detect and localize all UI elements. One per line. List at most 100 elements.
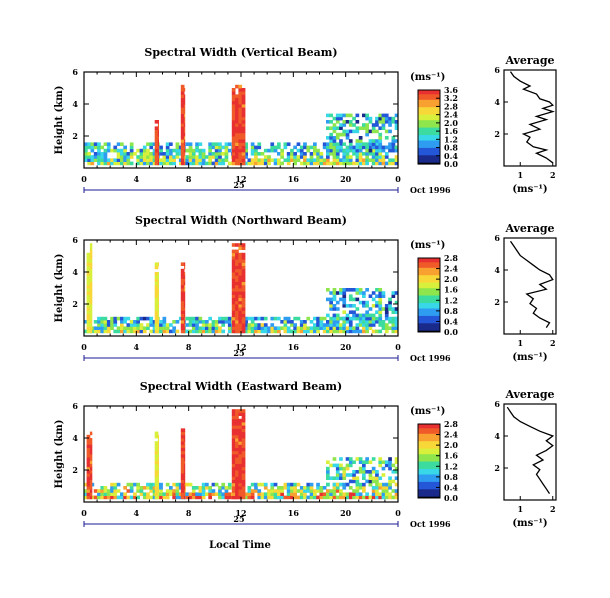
heatmap-cell [214, 320, 219, 324]
heatmap-cell [332, 307, 337, 311]
heatmap-cell [238, 418, 243, 423]
heatmap-cell [89, 275, 93, 279]
heatmap-cell [358, 148, 363, 153]
colorbar-swatch [418, 453, 440, 456]
heatmap-cell [241, 454, 246, 458]
heatmap-cell [136, 148, 140, 153]
heatmap-cell [165, 145, 170, 150]
heatmap-cell [332, 123, 337, 127]
heatmap-cell [184, 428, 186, 432]
heatmap-cell [169, 489, 173, 493]
heatmap-cell [348, 457, 353, 461]
heatmap-cell [89, 495, 93, 500]
heatmap-cell [352, 316, 356, 321]
heatmap-cell [221, 492, 226, 496]
heatmap-cell [235, 454, 239, 458]
heatmap-cell [238, 272, 243, 276]
heatmap-cell [378, 307, 383, 311]
heatmap-cell [231, 297, 236, 302]
heatmap-cell [342, 482, 347, 487]
x-tick-label: 12 [235, 342, 246, 352]
heatmap-cell [342, 123, 347, 127]
heatmap-cell [355, 482, 360, 487]
heatmap-cell [157, 275, 159, 279]
heatmap-cell [378, 116, 383, 121]
heatmap-cell [139, 486, 144, 490]
heatmap-cell [180, 284, 185, 289]
heatmap-cell [90, 155, 95, 159]
colorbar-swatch [418, 145, 440, 148]
heatmap-cell [250, 482, 255, 487]
heatmap-cell [231, 126, 236, 130]
heatmap-cell [129, 152, 134, 156]
heatmap-cell [345, 495, 350, 500]
colorbar-swatch [418, 139, 440, 143]
heatmap-cell [159, 158, 163, 162]
heatmap-cell [235, 300, 239, 305]
heatmap-cell [241, 320, 246, 324]
heatmap-cell [241, 492, 246, 496]
heatmap-cell [238, 278, 243, 282]
heatmap-cell [378, 142, 383, 146]
heatmap-cell [238, 482, 243, 487]
heatmap-cell [84, 489, 88, 493]
heatmap-cell [231, 460, 236, 464]
colorbar-swatch [418, 433, 440, 436]
heatmap-cell [378, 313, 383, 318]
heatmap-cell [238, 259, 243, 263]
heatmap-cell [142, 486, 147, 490]
heatmap-cell [384, 489, 389, 493]
heatmap-cell [326, 113, 330, 118]
heatmap-cell [238, 473, 243, 477]
heatmap-cell [184, 275, 186, 279]
heatmap-cell [362, 489, 366, 493]
heatmap-cell [250, 489, 255, 493]
heatmap-cell [358, 155, 363, 159]
heatmap-cell [362, 463, 366, 468]
heatmap-cell [277, 316, 281, 321]
heatmap-cell [250, 148, 255, 153]
heatmap-cell [283, 486, 288, 490]
heatmap-cell [316, 326, 320, 330]
heatmap-cell [332, 313, 337, 318]
heatmap-cell [154, 320, 159, 324]
heatmap-cell [211, 145, 216, 150]
heatmap-cell [188, 316, 193, 321]
colorbar-swatch [418, 455, 440, 458]
heatmap-cell [139, 148, 144, 153]
heatmap-cell [378, 320, 383, 324]
heatmap-cell [123, 145, 127, 150]
heatmap-cell [388, 300, 392, 305]
heatmap-cell [247, 316, 252, 321]
heatmap-cell [180, 329, 185, 334]
heatmap-cell [86, 256, 91, 260]
heatmap-cell [86, 450, 91, 455]
heatmap-cell [89, 323, 93, 327]
heatmap-cell [391, 142, 396, 146]
heatmap-cell [381, 323, 386, 327]
heatmap-cell [214, 323, 219, 327]
heatmap-cell [319, 495, 324, 500]
heatmap-cell [180, 281, 185, 286]
heatmap-cell [93, 152, 98, 156]
heatmap-cell [159, 495, 163, 500]
heatmap-cell [329, 132, 333, 137]
heatmap-cell [224, 155, 229, 159]
heatmap-cell [214, 158, 219, 162]
heatmap-cell [136, 482, 140, 487]
heatmap-cell [388, 479, 392, 484]
heatmap-cell [388, 148, 392, 153]
heatmap-cell [238, 460, 243, 464]
heatmap-cell [241, 291, 246, 295]
heatmap-cell [84, 155, 88, 159]
average-y-tick-label: 4 [494, 97, 500, 107]
heatmap-cell [180, 94, 185, 98]
heatmap-cell [149, 329, 154, 334]
heatmap-cell [238, 132, 243, 137]
heatmap-cell [384, 492, 389, 496]
heatmap-cell [296, 489, 301, 493]
heatmap-cell [316, 329, 320, 334]
heatmap-cell [139, 158, 144, 162]
heatmap-cell [126, 155, 131, 159]
heatmap-cell [241, 278, 246, 282]
